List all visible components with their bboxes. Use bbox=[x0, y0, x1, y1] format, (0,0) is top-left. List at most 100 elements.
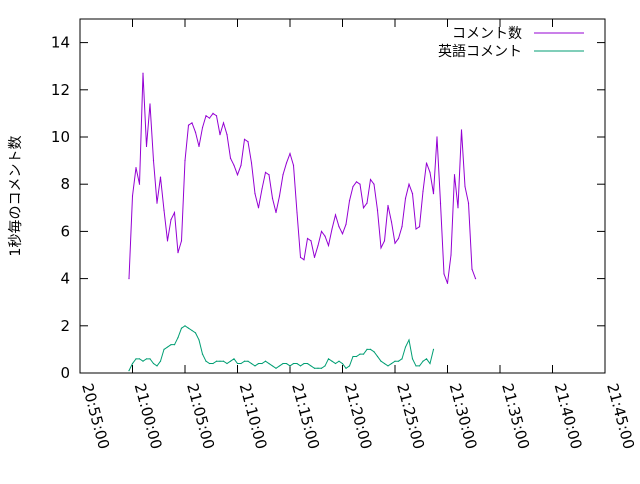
data-point bbox=[219, 134, 221, 136]
data-point bbox=[135, 358, 137, 360]
data-point bbox=[138, 358, 141, 360]
data-point bbox=[439, 202, 442, 204]
data-point bbox=[471, 268, 473, 270]
data-point bbox=[310, 365, 312, 367]
data-point bbox=[338, 226, 340, 228]
data-point bbox=[205, 360, 207, 362]
data-point bbox=[387, 365, 389, 367]
data-point bbox=[289, 365, 291, 367]
data-point bbox=[194, 332, 197, 334]
data-point bbox=[296, 362, 298, 365]
data-point bbox=[201, 353, 204, 355]
data-point bbox=[324, 365, 326, 367]
data-point bbox=[436, 136, 438, 138]
data-point bbox=[299, 365, 302, 367]
data-point bbox=[401, 358, 403, 360]
data-point bbox=[271, 197, 274, 199]
y-tick-label: 0 bbox=[60, 364, 70, 382]
data-point bbox=[432, 193, 435, 195]
data-point bbox=[184, 160, 186, 162]
data-point bbox=[208, 362, 211, 365]
data-point bbox=[177, 337, 179, 339]
data-point bbox=[299, 256, 302, 258]
data-point bbox=[149, 358, 151, 360]
data-point bbox=[215, 360, 218, 362]
data-point bbox=[380, 360, 382, 362]
data-point bbox=[362, 353, 365, 355]
data-point bbox=[376, 209, 379, 211]
data-point bbox=[327, 244, 330, 247]
data-point bbox=[275, 211, 277, 214]
data-point bbox=[411, 193, 414, 195]
data-point bbox=[446, 282, 449, 284]
plot-frame bbox=[79, 18, 606, 374]
data-point bbox=[254, 365, 256, 367]
data-point bbox=[170, 344, 172, 346]
data-point bbox=[191, 122, 193, 124]
data-point bbox=[285, 362, 288, 365]
data-point bbox=[145, 145, 148, 148]
data-point bbox=[331, 228, 333, 230]
data-point bbox=[404, 346, 407, 348]
data-point bbox=[261, 188, 263, 190]
data-point bbox=[310, 240, 312, 242]
data-point bbox=[457, 207, 459, 209]
data-point bbox=[159, 176, 162, 178]
data-point bbox=[387, 204, 389, 207]
data-point bbox=[474, 278, 477, 280]
data-point bbox=[418, 365, 421, 367]
data-point bbox=[138, 183, 141, 185]
data-point bbox=[187, 327, 190, 329]
x-tick-label: 21:10:00 bbox=[236, 381, 271, 451]
data-point bbox=[205, 115, 207, 117]
data-point bbox=[366, 202, 368, 204]
data-point bbox=[226, 134, 228, 136]
data-point bbox=[257, 362, 260, 365]
data-point bbox=[313, 367, 316, 369]
data-point bbox=[443, 273, 445, 275]
data-point bbox=[233, 164, 235, 166]
data-point bbox=[450, 254, 452, 256]
data-point bbox=[415, 365, 417, 367]
data-point bbox=[257, 207, 260, 209]
data-point bbox=[282, 174, 284, 176]
data-point bbox=[366, 348, 368, 350]
data-point bbox=[352, 355, 354, 358]
data-point bbox=[306, 362, 309, 365]
data-point bbox=[156, 202, 158, 204]
data-point bbox=[369, 348, 372, 350]
data-point bbox=[334, 362, 337, 365]
data-point bbox=[278, 365, 281, 367]
data-point bbox=[198, 145, 200, 148]
data-point bbox=[306, 237, 309, 240]
data-point bbox=[222, 122, 225, 124]
data-point bbox=[222, 360, 225, 362]
data-point bbox=[219, 360, 221, 362]
data-point bbox=[383, 362, 386, 365]
data-point bbox=[464, 185, 466, 188]
data-point bbox=[373, 351, 375, 353]
data-point bbox=[345, 367, 347, 369]
data-point bbox=[268, 362, 270, 365]
data-point bbox=[317, 244, 319, 247]
data-point bbox=[425, 358, 428, 360]
y-tick-label: 14 bbox=[51, 34, 70, 52]
data-point bbox=[128, 370, 130, 372]
data-point bbox=[397, 360, 400, 362]
data-point bbox=[142, 72, 144, 74]
data-point bbox=[341, 362, 344, 365]
data-point bbox=[271, 365, 274, 367]
data-point bbox=[362, 207, 365, 209]
data-point bbox=[408, 339, 410, 341]
data-point bbox=[303, 362, 305, 365]
x-tick-label: 21:05:00 bbox=[183, 381, 218, 451]
data-point bbox=[453, 174, 456, 176]
data-point bbox=[163, 209, 165, 211]
x-tick-label: 21:25:00 bbox=[393, 381, 428, 451]
data-point bbox=[180, 240, 183, 242]
axes: 0 2 4 6 8 10 12 14 20:55:00 21:00:00 21:05:00 21:10… bbox=[51, 18, 638, 451]
data-point bbox=[415, 228, 417, 230]
data-point bbox=[345, 223, 347, 225]
x-tick-label: 21:40:00 bbox=[551, 381, 586, 451]
